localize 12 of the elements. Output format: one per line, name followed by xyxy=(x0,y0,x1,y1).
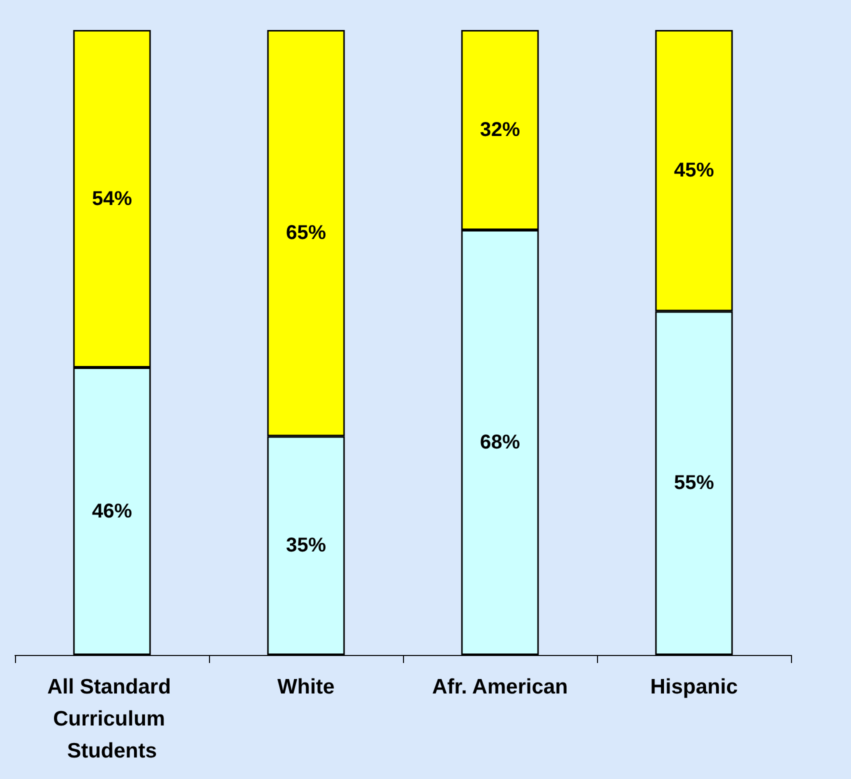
data-label: 68% xyxy=(480,432,520,454)
x-tick-label: White xyxy=(277,676,335,698)
data-label: 54% xyxy=(92,188,132,210)
data-label: 32% xyxy=(480,119,520,141)
x-tick-label: All Standard Curriculum Students xyxy=(47,676,177,762)
data-label: 55% xyxy=(674,472,714,494)
data-label: 46% xyxy=(92,500,132,522)
data-label: 45% xyxy=(674,160,714,182)
x-tick-label: Hispanic xyxy=(650,676,738,698)
data-label: 65% xyxy=(286,222,326,244)
x-tick-label: Afr. American xyxy=(432,676,568,698)
data-label: 35% xyxy=(286,534,326,557)
